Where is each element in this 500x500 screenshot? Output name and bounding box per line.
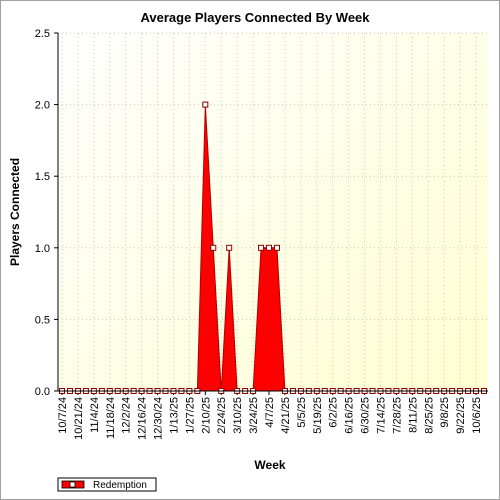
x-tick-label: 3/10/25 xyxy=(232,397,244,434)
x-tick-label: 8/11/25 xyxy=(407,397,419,433)
x-tick-label: 7/28/25 xyxy=(391,397,403,434)
x-tick-label: 10/6/25 xyxy=(471,397,483,434)
x-tick-label: 12/16/24 xyxy=(137,397,149,440)
x-tick-label: 2/24/25 xyxy=(216,397,228,434)
x-tick-label: 2/10/25 xyxy=(200,397,212,434)
y-tick-label: 0.5 xyxy=(35,314,50,326)
x-tick-label: 4/7/25 xyxy=(264,397,276,428)
x-tick-label: 5/19/25 xyxy=(312,397,324,434)
x-tick-label: 6/30/25 xyxy=(360,397,372,434)
x-tick-label: 1/13/25 xyxy=(168,397,180,434)
y-tick-label: 2.0 xyxy=(35,100,50,112)
x-tick-label: 10/21/24 xyxy=(73,397,85,440)
x-axis-label: Week xyxy=(254,458,285,472)
x-tick-label: 5/5/25 xyxy=(296,397,308,428)
x-tick-labels: 10/7/24 10/21/24 11/4/24 11/18/24 12/2/24 12/… xyxy=(57,397,483,440)
legend-marker-icon xyxy=(69,481,76,488)
y-tick-label: 1.0 xyxy=(35,243,50,255)
data-point xyxy=(258,244,265,251)
x-tick-label: 9/22/25 xyxy=(455,397,467,434)
data-point xyxy=(273,244,280,251)
x-tick-label: 6/2/25 xyxy=(328,397,340,428)
x-tick-label: 11/18/24 xyxy=(105,397,117,439)
y-tick-label: 0.0 xyxy=(35,386,50,398)
chart-title: Average Players Connected By Week xyxy=(140,10,370,25)
y-tick-label: 1.5 xyxy=(35,171,50,183)
x-tick-label: 1/27/25 xyxy=(184,397,196,434)
x-tick-label: 10/7/24 xyxy=(57,397,69,434)
y-axis-label: Players Connected xyxy=(8,158,22,266)
data-point xyxy=(210,244,217,251)
x-tick-label: 8/25/25 xyxy=(423,397,435,434)
x-tick-label: 4/21/25 xyxy=(280,397,292,434)
x-tick-label: 11/4/24 xyxy=(89,397,101,433)
x-tick-label: 12/2/24 xyxy=(121,397,133,434)
x-tick-label: 6/16/25 xyxy=(344,397,356,434)
y-tick-labels: 0.0 0.5 1.0 1.5 2.0 2.5 xyxy=(35,28,50,398)
x-tick-label: 7/14/25 xyxy=(375,397,387,434)
data-point xyxy=(226,244,233,251)
x-tick-label: 12/30/24 xyxy=(153,397,165,440)
data-point xyxy=(266,244,273,251)
data-point xyxy=(202,101,209,108)
y-tick-label: 2.5 xyxy=(35,28,50,40)
series-area xyxy=(62,104,484,391)
x-tick-label: 3/24/25 xyxy=(248,397,260,434)
legend-label: Redemption xyxy=(93,480,147,491)
x-tick-label: 9/8/25 xyxy=(439,397,451,428)
legend: Redemption xyxy=(57,477,157,492)
